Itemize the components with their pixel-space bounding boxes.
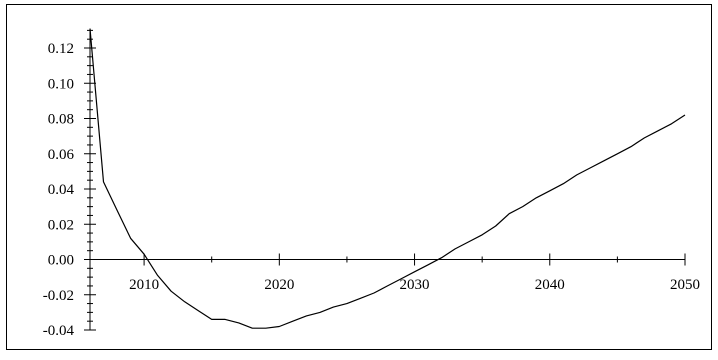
series-line xyxy=(89,28,686,329)
y-tick-label: 0.00 xyxy=(48,253,74,269)
y-tick-label: 0.10 xyxy=(48,76,74,92)
x-tick-label: 2020 xyxy=(264,277,294,293)
y-tick-label: -0.02 xyxy=(43,288,74,304)
y-tick-label: 0.02 xyxy=(48,217,74,233)
y-tick-label: 0.08 xyxy=(48,112,74,128)
chart-frame xyxy=(6,4,712,350)
y-tick-label: 0.12 xyxy=(48,41,74,57)
y-tick-label: -0.04 xyxy=(43,323,75,339)
y-tick-label: 0.04 xyxy=(48,182,75,198)
y-tick-label: 0.06 xyxy=(48,147,75,163)
x-tick-label: 2040 xyxy=(535,277,565,293)
x-tick-label: 2050 xyxy=(670,277,700,293)
x-tick-label: 2010 xyxy=(129,277,159,293)
x-tick-label: 2030 xyxy=(400,277,430,293)
